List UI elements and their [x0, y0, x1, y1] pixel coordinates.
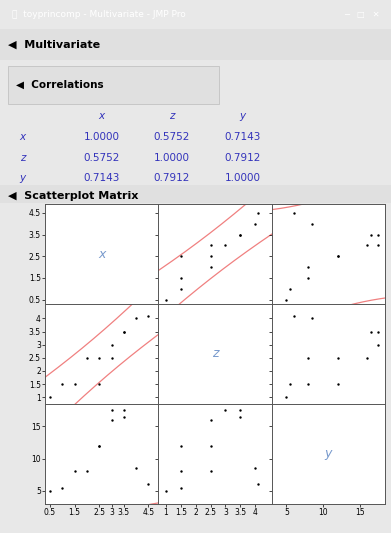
Point [108, 406, 115, 415]
Point [59, 483, 65, 492]
Point [178, 252, 184, 261]
Text: 0.7912: 0.7912 [154, 173, 190, 183]
Point [283, 393, 289, 401]
Point [305, 263, 312, 271]
Point [252, 220, 258, 228]
Point [72, 467, 78, 476]
Point [47, 393, 53, 401]
Text: z: z [20, 152, 25, 163]
Point [72, 380, 78, 389]
Text: 0.5752: 0.5752 [83, 152, 120, 163]
Point [375, 341, 381, 349]
Point [375, 230, 381, 239]
Point [222, 241, 229, 249]
Point [178, 467, 184, 476]
Point [145, 312, 152, 320]
Text: y: y [20, 173, 26, 183]
Text: ◀  Multivariate: ◀ Multivariate [8, 40, 100, 50]
Point [305, 273, 312, 282]
Point [133, 314, 139, 322]
Point [287, 380, 293, 389]
Bar [0, 29, 391, 60]
Point [237, 230, 244, 239]
Point [255, 480, 262, 489]
Point [291, 208, 297, 217]
Text: y: y [239, 111, 246, 121]
Point [208, 441, 214, 450]
Point [47, 487, 53, 495]
Point [208, 241, 214, 249]
Point [121, 327, 127, 336]
Point [59, 380, 65, 389]
Point [334, 380, 341, 389]
Point [178, 285, 184, 293]
Point [121, 327, 127, 336]
Point [178, 483, 184, 492]
Point [121, 406, 127, 415]
Point [305, 380, 312, 389]
Bar [0, 185, 391, 206]
Bar [8, 66, 219, 104]
Point [208, 252, 214, 261]
Point [208, 467, 214, 476]
Point [163, 295, 169, 304]
Point [334, 252, 341, 261]
Point [237, 413, 244, 421]
Point [334, 353, 341, 362]
Text: x: x [99, 111, 105, 121]
Text: z: z [169, 111, 175, 121]
Text: z: z [212, 348, 218, 360]
Point [334, 252, 341, 261]
Point [163, 487, 169, 495]
Point [208, 263, 214, 271]
Point [237, 406, 244, 415]
Text: 0.7143: 0.7143 [83, 173, 120, 183]
Point [108, 353, 115, 362]
Point [368, 230, 374, 239]
Text: x: x [98, 247, 105, 261]
Text: 1.0000: 1.0000 [154, 152, 190, 163]
Point [222, 406, 229, 415]
Point [96, 441, 102, 450]
Point [121, 413, 127, 421]
Point [108, 341, 115, 349]
Text: 1.0000: 1.0000 [84, 132, 120, 142]
Text: 0.7912: 0.7912 [224, 152, 261, 163]
Point [208, 416, 214, 424]
Point [84, 467, 90, 476]
Point [287, 285, 293, 293]
Point [145, 480, 152, 489]
Text: 1.0000: 1.0000 [224, 173, 260, 183]
Point [178, 441, 184, 450]
Point [364, 241, 370, 249]
Point [364, 353, 370, 362]
Text: y: y [325, 447, 332, 461]
Point [96, 380, 102, 389]
Point [108, 416, 115, 424]
Point [305, 353, 312, 362]
Text: 0.5752: 0.5752 [154, 132, 190, 142]
Text: ─   □   ✕: ─ □ ✕ [344, 10, 380, 19]
Point [375, 327, 381, 336]
Text: ◀  Scatterplot Matrix: ◀ Scatterplot Matrix [8, 191, 138, 200]
Point [375, 241, 381, 249]
Text: x: x [20, 132, 26, 142]
Point [291, 312, 297, 320]
Text: 0.7143: 0.7143 [224, 132, 261, 142]
Point [133, 464, 139, 473]
Point [96, 353, 102, 362]
Point [252, 464, 258, 473]
Text: ⌗  toyprincomp - Multivariate - JMP Pro: ⌗ toyprincomp - Multivariate - JMP Pro [12, 10, 185, 19]
Point [309, 314, 315, 322]
Point [283, 295, 289, 304]
Point [255, 208, 262, 217]
Point [368, 327, 374, 336]
Point [84, 353, 90, 362]
Point [96, 441, 102, 450]
Point [309, 220, 315, 228]
Point [237, 230, 244, 239]
Text: ◀  Correlations: ◀ Correlations [16, 80, 103, 90]
Point [178, 273, 184, 282]
